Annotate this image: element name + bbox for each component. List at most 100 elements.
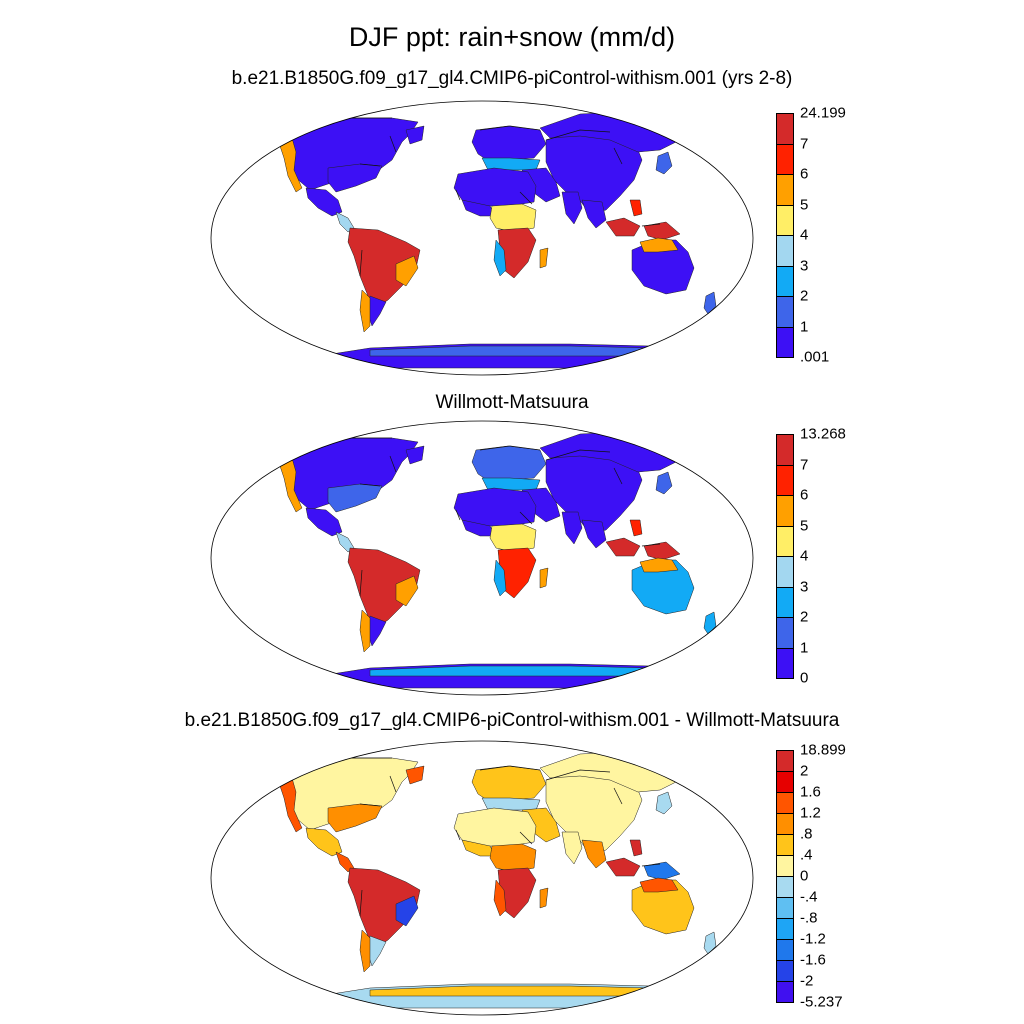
- region-central-africa: [489, 203, 537, 233]
- region-india: [561, 831, 583, 865]
- region-chile-s: [359, 609, 371, 653]
- colorbar-label: -5.237: [800, 993, 843, 1011]
- colorbar-swatch: [776, 834, 794, 856]
- colorbar-label: 0: [800, 867, 809, 885]
- region-us-east: [327, 163, 383, 193]
- panel-2-colorbar: 13.268 7 6 5 4 3 2 1 0: [776, 427, 846, 686]
- colorbar-label: 5: [800, 517, 809, 534]
- region-chile-s: [359, 929, 371, 973]
- colorbar-swatch: [776, 326, 794, 358]
- map-border: [210, 740, 754, 1016]
- colorbar-swatch: [776, 204, 794, 236]
- panel-2-title: Willmott-Matsuura: [435, 392, 589, 413]
- region-madagascar: [539, 887, 549, 909]
- colorbar-label: 13.268: [800, 425, 846, 443]
- region-pac-nw: [277, 137, 303, 193]
- map-border: [210, 100, 754, 376]
- region-aus-north: [639, 557, 679, 573]
- region-south-america: [347, 547, 421, 629]
- panel-2-map: [210, 420, 754, 696]
- colorbar-swatch: [776, 617, 794, 649]
- region-sw-africa: [493, 559, 507, 597]
- colorbar-label: -2: [800, 972, 814, 990]
- region-japan: [655, 151, 673, 175]
- colorbar-label: .8: [800, 825, 813, 843]
- region-se-asia: [581, 199, 607, 229]
- region-sa-east: [395, 895, 419, 927]
- colorbar-swatch: [776, 647, 794, 679]
- region-south-america: [347, 867, 421, 949]
- region-sahara: [453, 487, 537, 527]
- colorbar-swatch: [776, 792, 794, 814]
- region-mexico: [305, 187, 343, 217]
- colorbar-label: 3: [800, 257, 809, 274]
- region-europe: [471, 125, 547, 163]
- region-new-guinea: [643, 221, 681, 241]
- region-philippines: [629, 519, 643, 537]
- panel-2-land-regions: [277, 431, 717, 689]
- region-south-america: [347, 227, 421, 309]
- region-chile-s: [359, 289, 371, 333]
- colorbar-label: 24.199: [800, 104, 846, 122]
- colorbar-swatch: [776, 174, 794, 206]
- colorbar-swatch: [776, 265, 794, 297]
- region-central-africa: [489, 843, 537, 873]
- colorbar-label: 6: [800, 165, 809, 183]
- colorbar-label: 0: [800, 669, 809, 687]
- region-philippines: [629, 199, 643, 217]
- coastline-segment: [389, 135, 623, 205]
- region-sa-east: [395, 255, 419, 287]
- colorbar-label: 1.2: [800, 804, 821, 822]
- region-japan: [655, 791, 673, 815]
- colorbar-swatch: [776, 771, 794, 793]
- colorbar-swatch: [776, 981, 794, 1003]
- coastline-segment: [359, 829, 661, 917]
- coastline-segment: [479, 445, 611, 461]
- region-west-africa: [461, 519, 497, 537]
- colorbar-swatch: [776, 235, 794, 267]
- colorbar-swatch: [776, 143, 794, 175]
- panel-1-map: [210, 100, 754, 376]
- colorbar-swatch: [776, 897, 794, 919]
- colorbar-label: -.8: [800, 909, 818, 927]
- colorbar-swatch: [776, 750, 794, 772]
- colorbar-swatch: [776, 113, 794, 145]
- region-se-asia: [581, 839, 607, 869]
- region-pac-nw: [277, 457, 303, 513]
- colorbar-label: 6: [800, 486, 809, 504]
- colorbar-label: 18.899: [800, 741, 846, 759]
- colorbar-label: 1: [800, 318, 809, 335]
- region-central-africa: [489, 523, 537, 553]
- panel-3-colorbar: 18.899 2 1.6 1.2 .8 .4 0 -.4 -.8 -1.2 -1.6 -2 -5.237: [776, 743, 846, 1010]
- colorbar-swatch: [776, 586, 794, 618]
- region-new-zealand: [703, 931, 717, 955]
- region-west-africa: [461, 199, 497, 217]
- region-greenland-s: [405, 445, 425, 465]
- colorbar-swatch: [776, 960, 794, 982]
- coastline-segment: [389, 775, 623, 845]
- region-indonesia: [605, 857, 641, 877]
- region-mexico: [305, 507, 343, 537]
- panel-3-map: [210, 740, 754, 1016]
- colorbar-label: 7: [800, 135, 809, 152]
- region-europe: [471, 765, 547, 803]
- colorbar-label: -.4: [800, 888, 818, 906]
- region-indonesia: [605, 537, 641, 557]
- region-india: [561, 191, 583, 225]
- colorbar-swatch: [776, 876, 794, 898]
- colorbar-label: -1.6: [800, 951, 826, 969]
- figure-title: DJF ppt: rain+snow (mm/d): [348, 22, 676, 52]
- colorbar-label: 1.6: [800, 783, 821, 801]
- region-sahara: [453, 807, 537, 847]
- region-philippines: [629, 839, 643, 857]
- colorbar-swatch: [776, 556, 794, 588]
- colorbar-swatch: [776, 918, 794, 940]
- panel-1-colorbar: 24.199 7 6 5 4 3 2 1 .001: [776, 106, 846, 365]
- panel-1-title: b.e21.B1850G.f09_g17_gl4.CMIP6-piControl…: [231, 68, 793, 89]
- coastline-segment: [359, 189, 661, 277]
- colorbar-swatch: [776, 813, 794, 835]
- region-europe: [471, 445, 547, 483]
- region-japan: [655, 471, 673, 495]
- map-border: [210, 420, 754, 696]
- region-india: [561, 511, 583, 545]
